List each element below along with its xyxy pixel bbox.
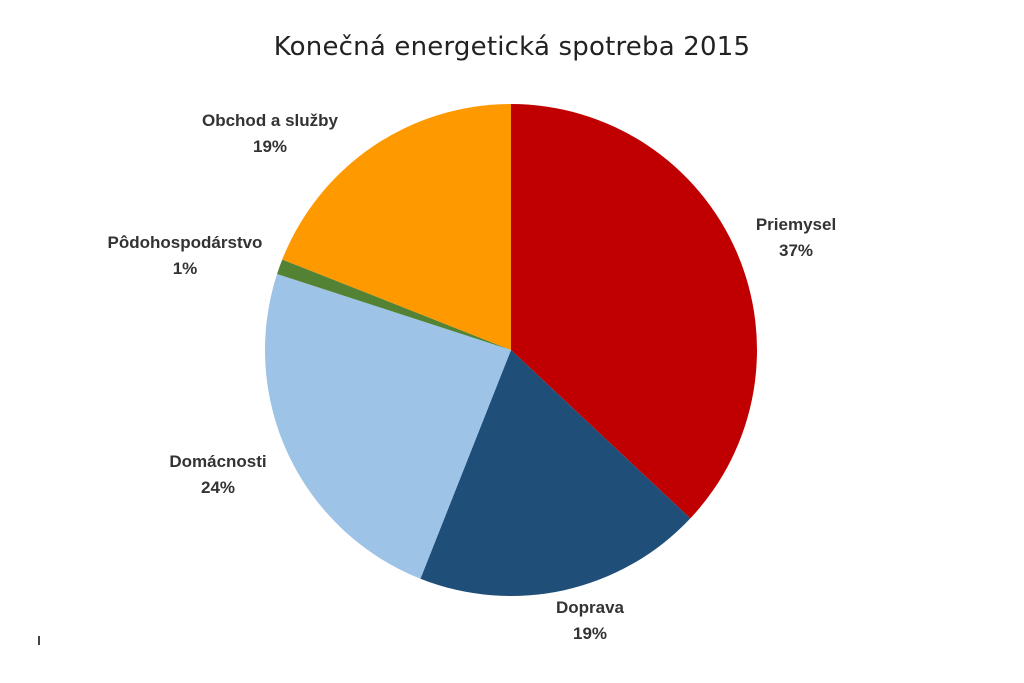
- slice-value-doprava: 19%: [573, 624, 607, 643]
- slice-label-doprava: Doprava: [556, 598, 625, 617]
- edge-mark: [38, 636, 40, 645]
- slice-value-obchod-a-sluzby: 19%: [253, 137, 287, 156]
- slice-label-priemysel: Priemysel: [756, 215, 836, 234]
- slice-label-podohospodarstvo: Pôdohospodárstvo: [108, 233, 263, 252]
- slice-value-priemysel: 37%: [779, 241, 813, 260]
- pie-slice-podohospodarstvo: [277, 259, 511, 350]
- slice-label-obchod-a-sluzby: Obchod a služby: [202, 111, 339, 130]
- pie-slice-obchod-a-sluzby: [282, 104, 511, 350]
- slice-label-domacnosti: Domácnosti: [169, 452, 266, 471]
- slice-value-podohospodarstvo: 1%: [173, 259, 198, 278]
- slice-value-domacnosti: 24%: [201, 478, 235, 497]
- pie-slice-doprava: [420, 350, 691, 597]
- pie-slice-domacnosti: [264, 273, 511, 579]
- pie-slice-priemysel: [511, 104, 757, 519]
- chart-title: Konečná energetická spotreba 2015: [273, 32, 751, 62]
